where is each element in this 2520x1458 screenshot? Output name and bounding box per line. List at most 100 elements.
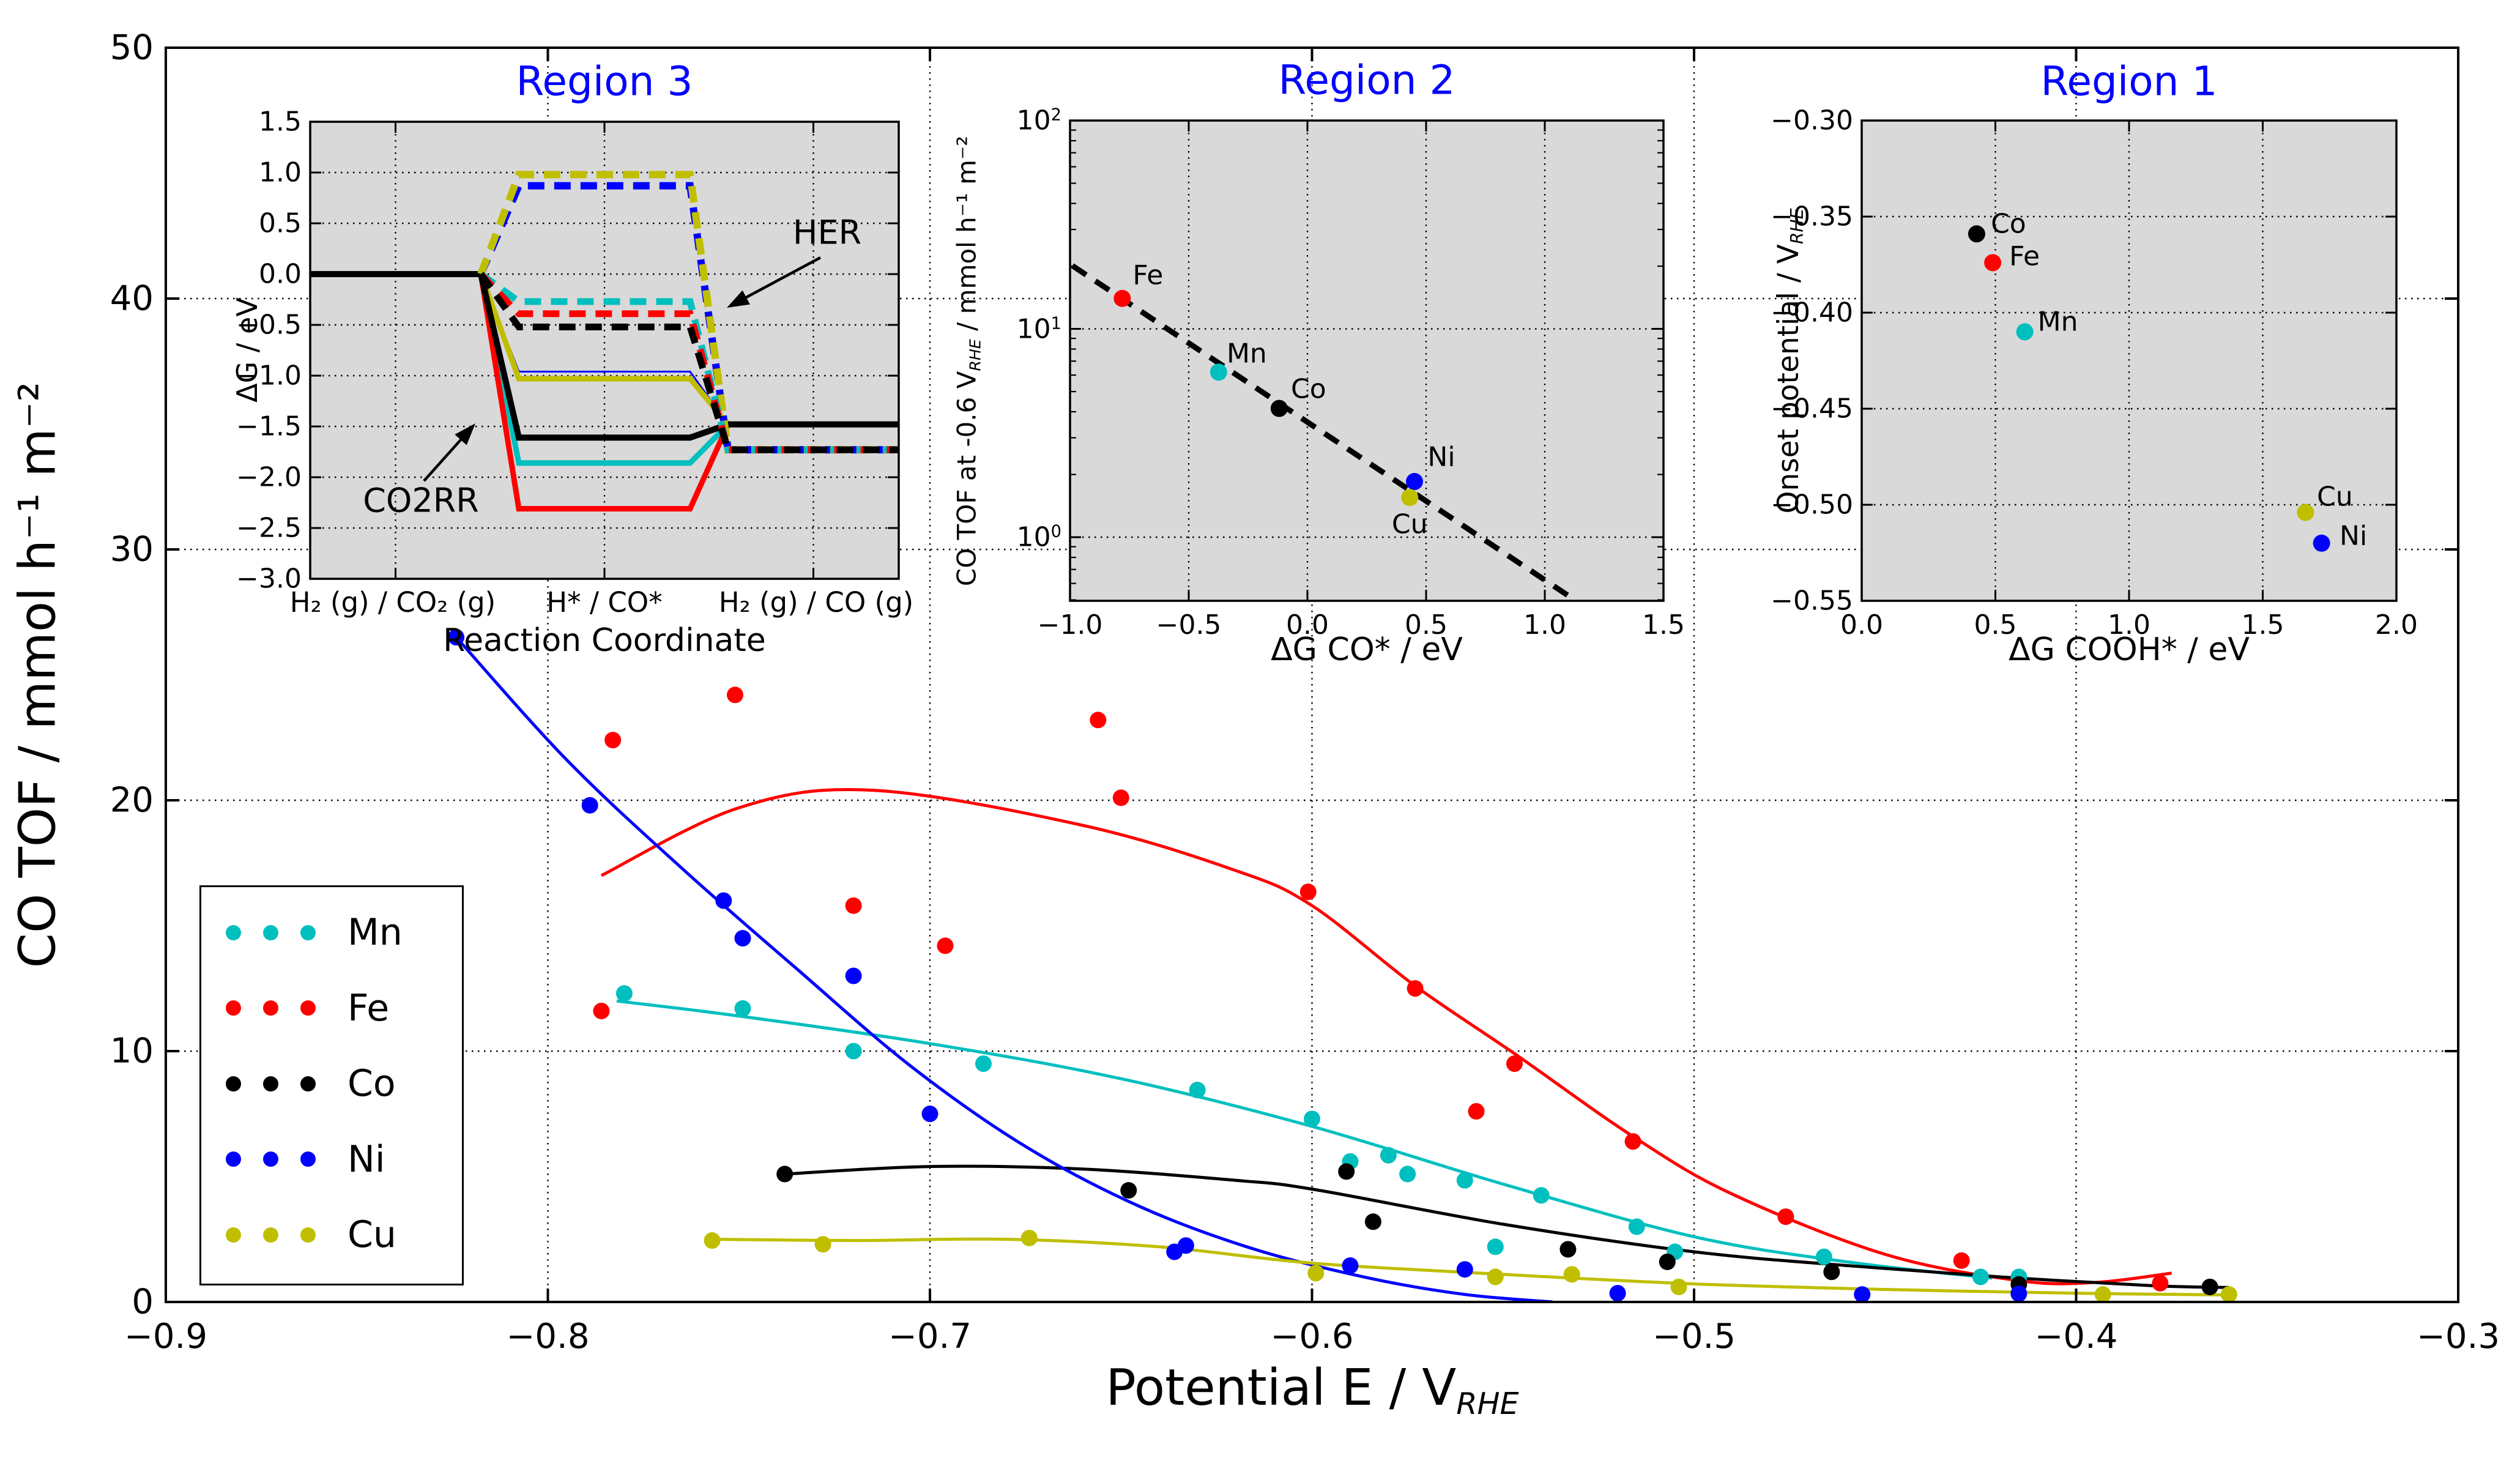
point-Fe	[937, 937, 954, 954]
legend-marker-Mn	[263, 924, 278, 940]
point-Fe	[1468, 1103, 1485, 1120]
point-Fe	[1112, 789, 1129, 806]
point-Co	[776, 1166, 794, 1183]
legend-label-Co: Co	[348, 1062, 396, 1105]
region1-point-Cu	[2297, 504, 2314, 521]
point-Mn	[615, 985, 633, 1002]
point-Cu	[814, 1236, 831, 1253]
point-Fe	[1506, 1055, 1523, 1072]
point-Mn	[734, 1000, 751, 1017]
region2-point-Fe	[1113, 289, 1131, 307]
main-fit-curves	[455, 636, 2229, 1302]
region2-point-Cu	[1401, 489, 1419, 507]
point-Cu	[2094, 1286, 2111, 1303]
point-Ni	[1456, 1261, 1473, 1278]
point-Co	[1559, 1241, 1577, 1258]
legend-marker-Fe	[263, 1000, 278, 1016]
point-Mn	[975, 1055, 992, 1072]
legend-marker-Fe	[300, 1000, 316, 1016]
legend-marker-Ni	[226, 1151, 241, 1167]
point-Cu	[1563, 1266, 1580, 1283]
point-Mn	[1533, 1187, 1550, 1204]
point-Fe	[727, 686, 744, 704]
point-Fe	[1407, 980, 1424, 997]
legend-marker-Ni	[263, 1151, 278, 1167]
point-Fe	[1090, 712, 1107, 729]
point-Mn	[1189, 1082, 1206, 1099]
legend-label-Mn: Mn	[348, 911, 403, 954]
region1-axes	[1860, 119, 2398, 602]
point-Mn	[1380, 1147, 1397, 1164]
fit-curve-Fe	[600, 787, 2172, 1285]
legend-marker-Ni	[300, 1151, 316, 1167]
scatter-Ni	[448, 629, 2028, 1303]
point-Cu	[1487, 1268, 1504, 1285]
point-Mn	[1456, 1172, 1473, 1189]
scatter-Fe	[593, 686, 2169, 1292]
legend-label-Ni: Ni	[348, 1137, 385, 1181]
point-Fe	[1624, 1133, 1641, 1150]
point-Mn	[1815, 1248, 1832, 1265]
annotation-arrow-CO2RR	[423, 423, 475, 482]
legend-marker-Cu	[226, 1227, 241, 1243]
main-axes	[165, 46, 2459, 1303]
point-Ni	[1854, 1286, 1871, 1303]
point-Mn	[1972, 1268, 1989, 1285]
point-Ni	[1609, 1285, 1626, 1302]
fit-curve-Ni	[455, 636, 1553, 1302]
legend-item-Mn: Mn	[201, 909, 486, 956]
point-Cu	[1670, 1278, 1687, 1295]
point-Cu	[1307, 1265, 1325, 1282]
legend-item-Cu: Cu	[201, 1211, 486, 1258]
point-Mn	[1304, 1110, 1320, 1128]
region1-point-Fe	[1984, 254, 2002, 272]
legend-marker-Fe	[226, 1000, 241, 1016]
point-Co	[1659, 1253, 1676, 1270]
region2-point-Co	[1270, 400, 1288, 417]
scatter-Mn	[615, 985, 2028, 1285]
region2-point-Ni	[1405, 473, 1423, 491]
region1-point-Ni	[2313, 534, 2330, 552]
point-Ni	[448, 629, 465, 645]
point-Cu	[2220, 1286, 2237, 1303]
point-Fe	[593, 1002, 610, 1019]
point-Ni	[2010, 1285, 2028, 1302]
point-Mn	[1399, 1166, 1416, 1183]
annotation-arrow-HER	[727, 256, 822, 308]
legend-marker-Mn	[226, 924, 241, 940]
point-Co	[2201, 1278, 2218, 1295]
legend-marker-Cu	[263, 1227, 278, 1243]
point-Fe	[1299, 883, 1317, 901]
region1-point-Co	[1968, 225, 1985, 243]
her-line-Co	[478, 272, 899, 453]
region3-axes	[309, 121, 900, 580]
co2rr-line-Co	[310, 271, 899, 441]
region2-point-Mn	[1210, 363, 1227, 381]
legend-item-Ni: Ni	[201, 1136, 486, 1183]
legend-label-Cu: Cu	[348, 1213, 396, 1256]
point-Ni	[845, 967, 862, 984]
region2-axes	[1069, 119, 1665, 602]
point-Ni	[734, 930, 751, 947]
region2-trend-line	[1071, 263, 1577, 601]
point-Fe	[1953, 1252, 1970, 1269]
legend-item-Fe: Fe	[201, 985, 486, 1032]
point-Fe	[845, 897, 862, 914]
scatter-Cu	[704, 1229, 2237, 1303]
point-Co	[1364, 1213, 1381, 1230]
point-Fe	[1777, 1208, 1794, 1226]
point-Co	[1338, 1163, 1355, 1180]
point-Mn	[1628, 1218, 1645, 1235]
point-Ni	[715, 892, 732, 909]
point-Ni	[1342, 1257, 1359, 1274]
legend-label-Fe: Fe	[348, 986, 390, 1030]
region1-point-Mn	[2016, 323, 2034, 341]
legend-marker-Co	[300, 1076, 316, 1092]
point-Mn	[845, 1043, 862, 1060]
legend-item-Co: Co	[201, 1060, 486, 1107]
point-Co	[1120, 1182, 1137, 1199]
legend-marker-Co	[226, 1076, 241, 1092]
legend-marker-Mn	[300, 924, 316, 940]
